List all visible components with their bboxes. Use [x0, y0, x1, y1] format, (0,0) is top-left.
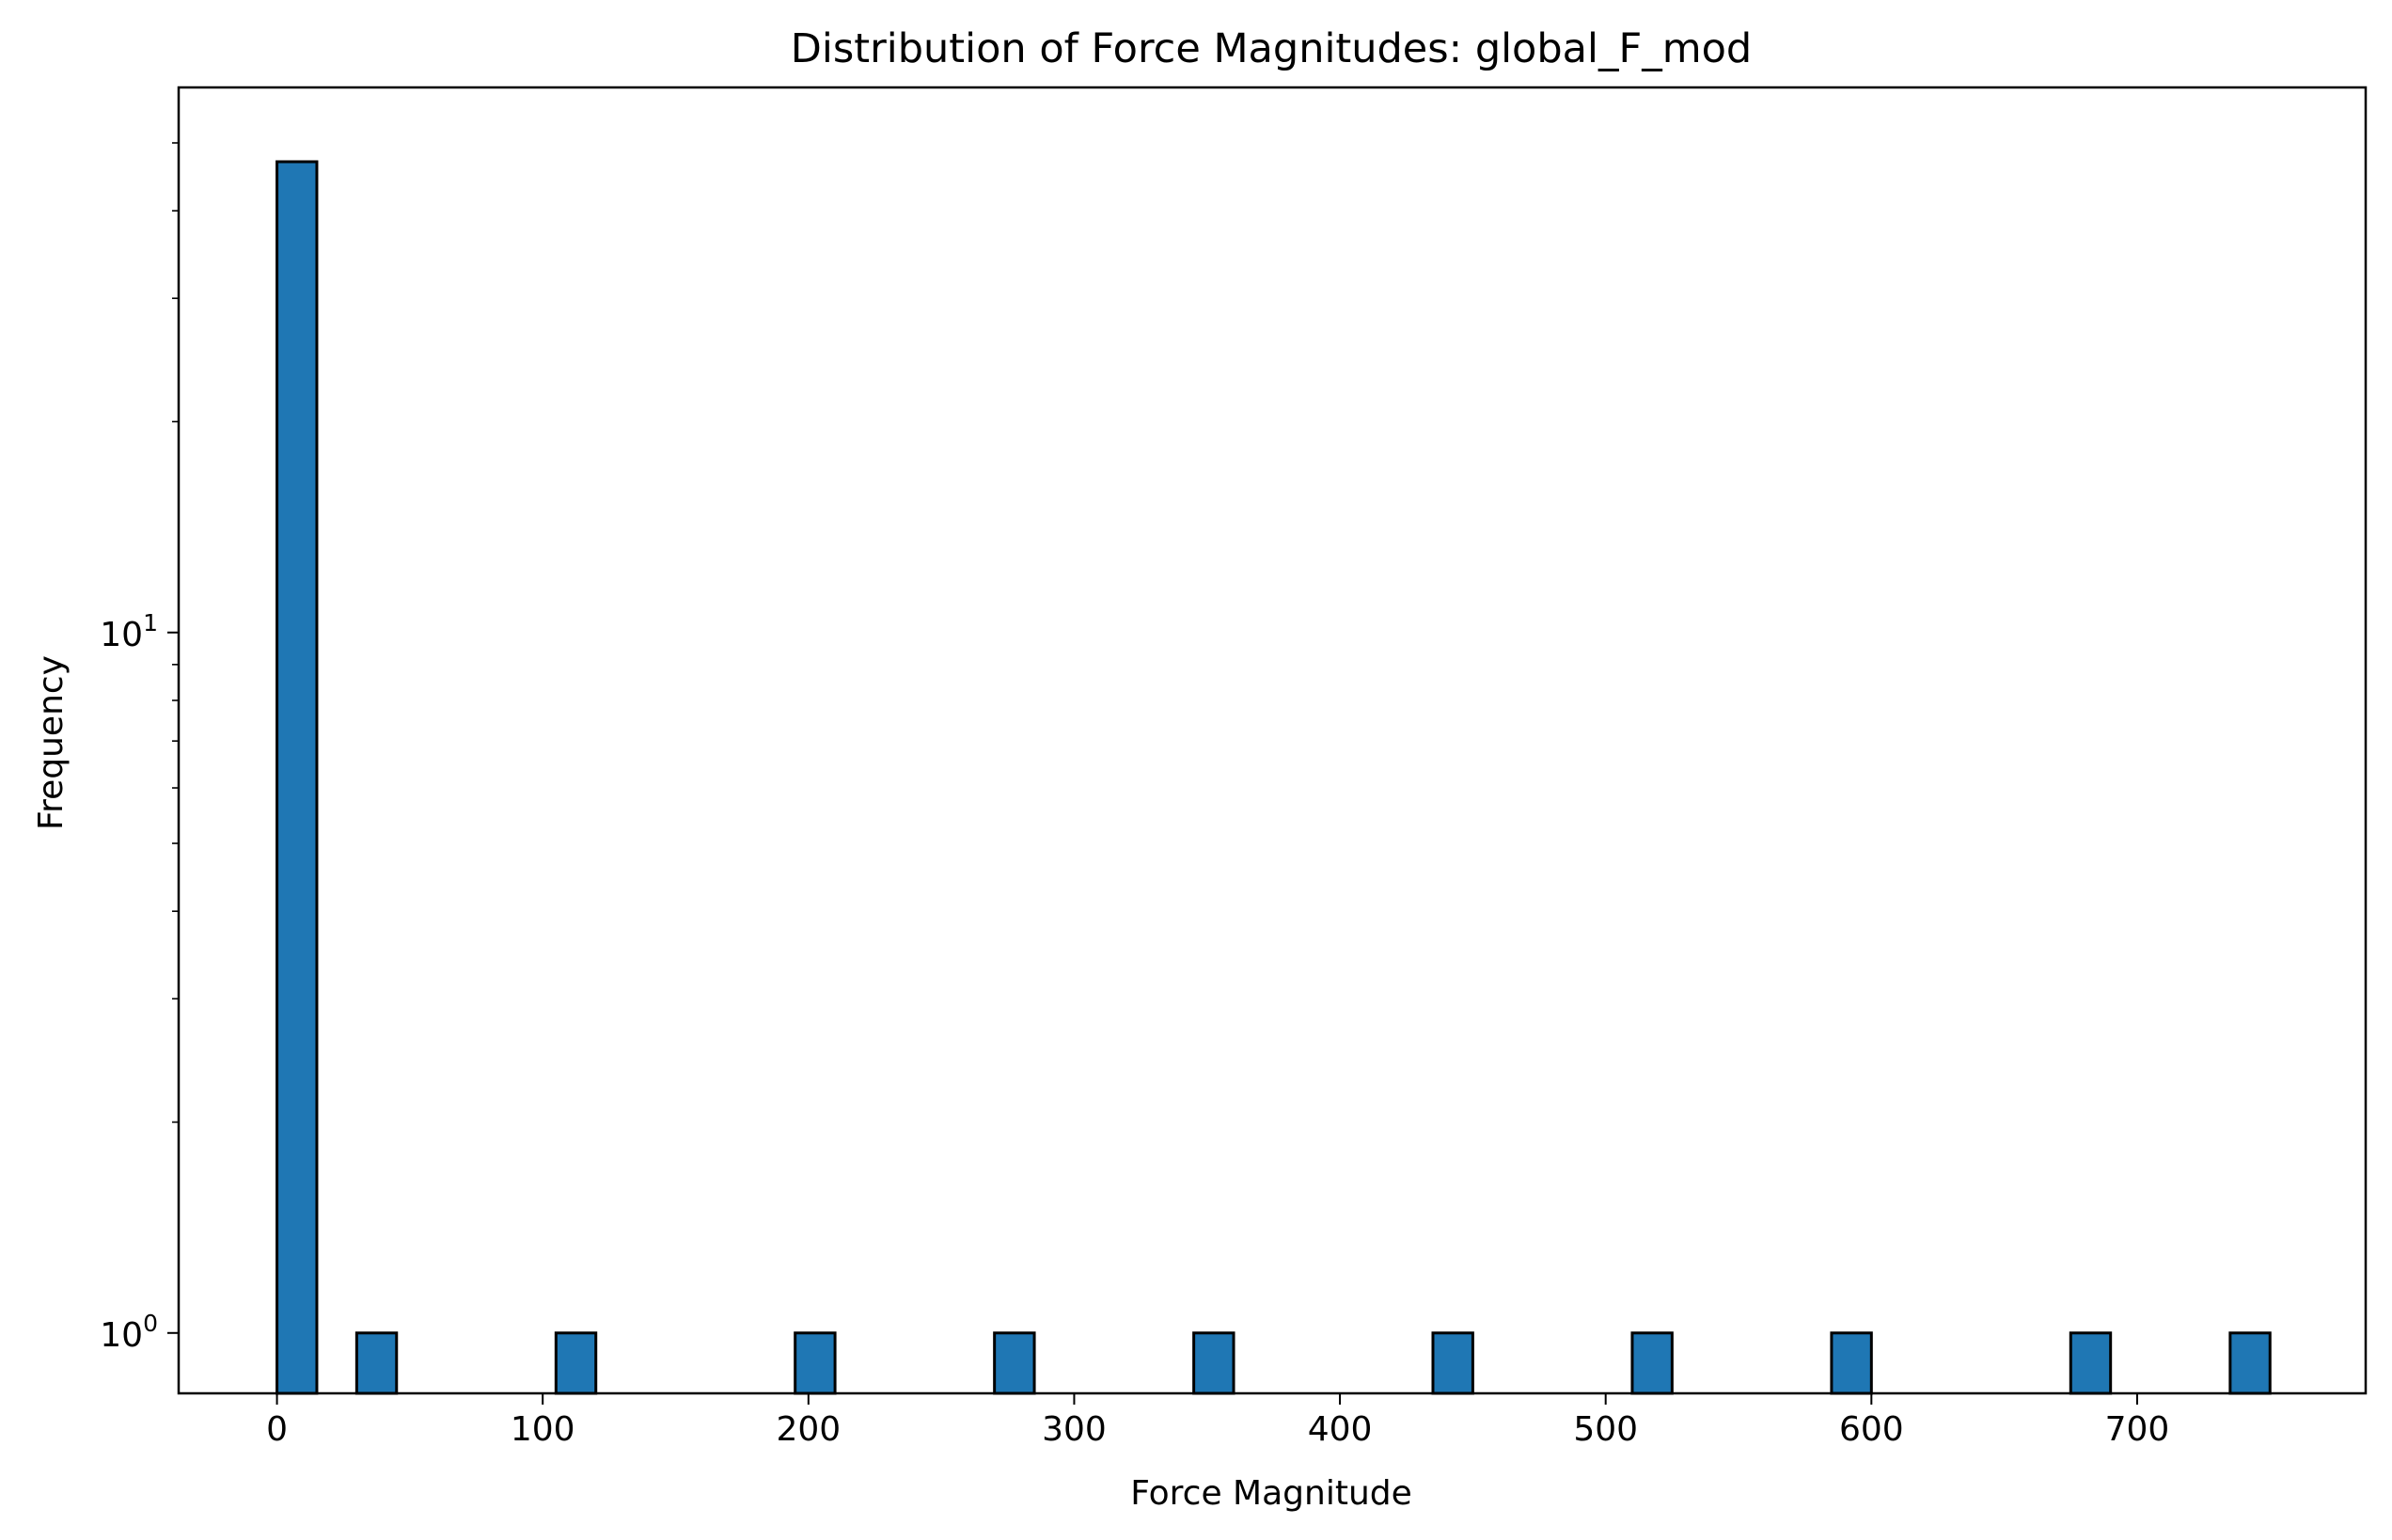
x-tick-label: 500 — [1573, 1410, 1638, 1449]
histogram-bar — [1192, 1331, 1235, 1395]
y-axis-label: Frequency — [32, 655, 71, 830]
x-tick-label: 100 — [511, 1410, 575, 1449]
histogram-bar — [1431, 1331, 1474, 1395]
x-tick-label: 700 — [2105, 1410, 2170, 1449]
x-tick-label: 600 — [1839, 1410, 1904, 1449]
y-axis-ticks: 100 101 — [100, 142, 179, 1355]
x-tick-label: 400 — [1308, 1410, 1373, 1449]
y-tick-label: 100 — [100, 1310, 158, 1355]
histogram-bar — [2228, 1331, 2272, 1395]
histogram-bar — [354, 1331, 399, 1395]
plot-frame — [177, 86, 2368, 1395]
x-tick-label: 0 — [266, 1410, 288, 1449]
y-tick-label: 101 — [100, 609, 158, 654]
x-axis-label: Force Magnitude — [1130, 1474, 1412, 1513]
histogram-bar — [554, 1331, 598, 1395]
chart-title: Distribution of Force Magnitudes: global… — [791, 25, 1752, 72]
histogram-bar — [275, 160, 319, 1395]
histogram-bar — [794, 1331, 837, 1395]
histogram-bar — [2069, 1331, 2113, 1395]
x-tick-label: 200 — [776, 1410, 841, 1449]
histogram-bar — [1630, 1331, 1674, 1395]
histogram-bar — [1830, 1331, 1873, 1395]
x-axis-ticks: 0 100 200 300 400 500 600 700 — [266, 1393, 2169, 1449]
x-tick-label: 300 — [1042, 1410, 1107, 1449]
histogram-bar — [993, 1331, 1036, 1395]
bars-group — [275, 160, 2272, 1395]
